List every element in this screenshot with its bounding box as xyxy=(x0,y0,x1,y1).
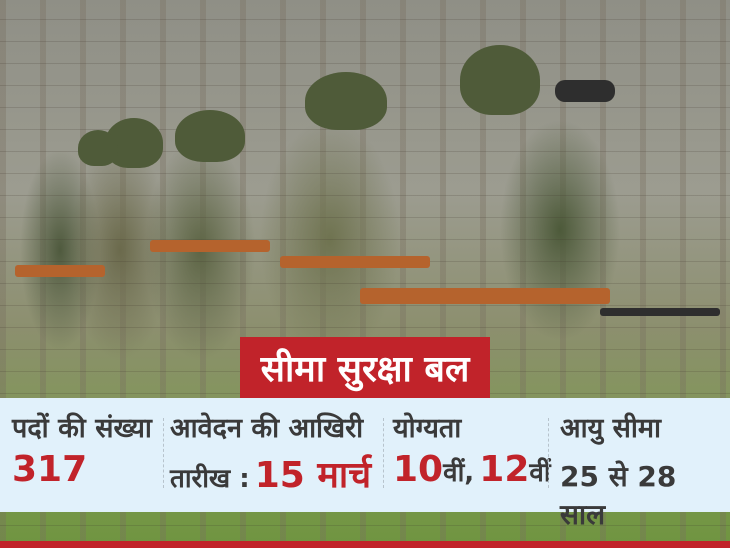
rifle-barrel xyxy=(600,308,720,316)
rifle xyxy=(15,265,105,277)
last-date-label: आवेदन की आखिरी xyxy=(170,413,364,444)
info-posts: पदों की संख्या 317 xyxy=(12,408,152,490)
info-qualification: योग्यता 10वीं, 12वीं xyxy=(393,408,551,490)
qualification-value-b: 12 xyxy=(479,449,530,490)
binoculars xyxy=(555,80,615,102)
helmet xyxy=(78,130,118,166)
qualification-suffix-b: वीं xyxy=(529,458,551,488)
divider xyxy=(163,418,164,488)
rifle xyxy=(360,288,610,304)
divider xyxy=(548,418,549,488)
age-limit-value: 25 से 28 साल xyxy=(560,460,677,531)
rifle xyxy=(150,240,270,252)
qualification-label: योग्यता xyxy=(393,413,462,444)
qualification-suffix-a: वीं, xyxy=(443,458,475,488)
bottom-red-strip xyxy=(0,541,730,548)
last-date-label-2: तारीख : xyxy=(170,464,250,494)
helmet xyxy=(460,45,540,115)
posts-value: 317 xyxy=(12,449,88,490)
info-age-limit: आयु सीमा 25 से 28 साल xyxy=(560,408,730,533)
posts-label: पदों की संख्या xyxy=(12,413,152,444)
last-date-value: 15 मार्च xyxy=(254,455,372,496)
title-banner: सीमा सुरक्षा बल xyxy=(240,337,490,398)
age-limit-label: आयु सीमा xyxy=(560,413,662,444)
divider xyxy=(383,418,384,488)
helmet xyxy=(305,72,387,130)
title: सीमा सुरक्षा बल xyxy=(260,349,470,390)
qualification-value-a: 10 xyxy=(393,449,444,490)
info-band: पदों की संख्या 317 आवेदन की आखिरी तारीख … xyxy=(0,398,730,531)
info-last-date: आवेदन की आखिरी तारीख : 15 मार्च xyxy=(170,408,371,498)
helmet xyxy=(175,110,245,162)
rifle xyxy=(280,256,430,268)
